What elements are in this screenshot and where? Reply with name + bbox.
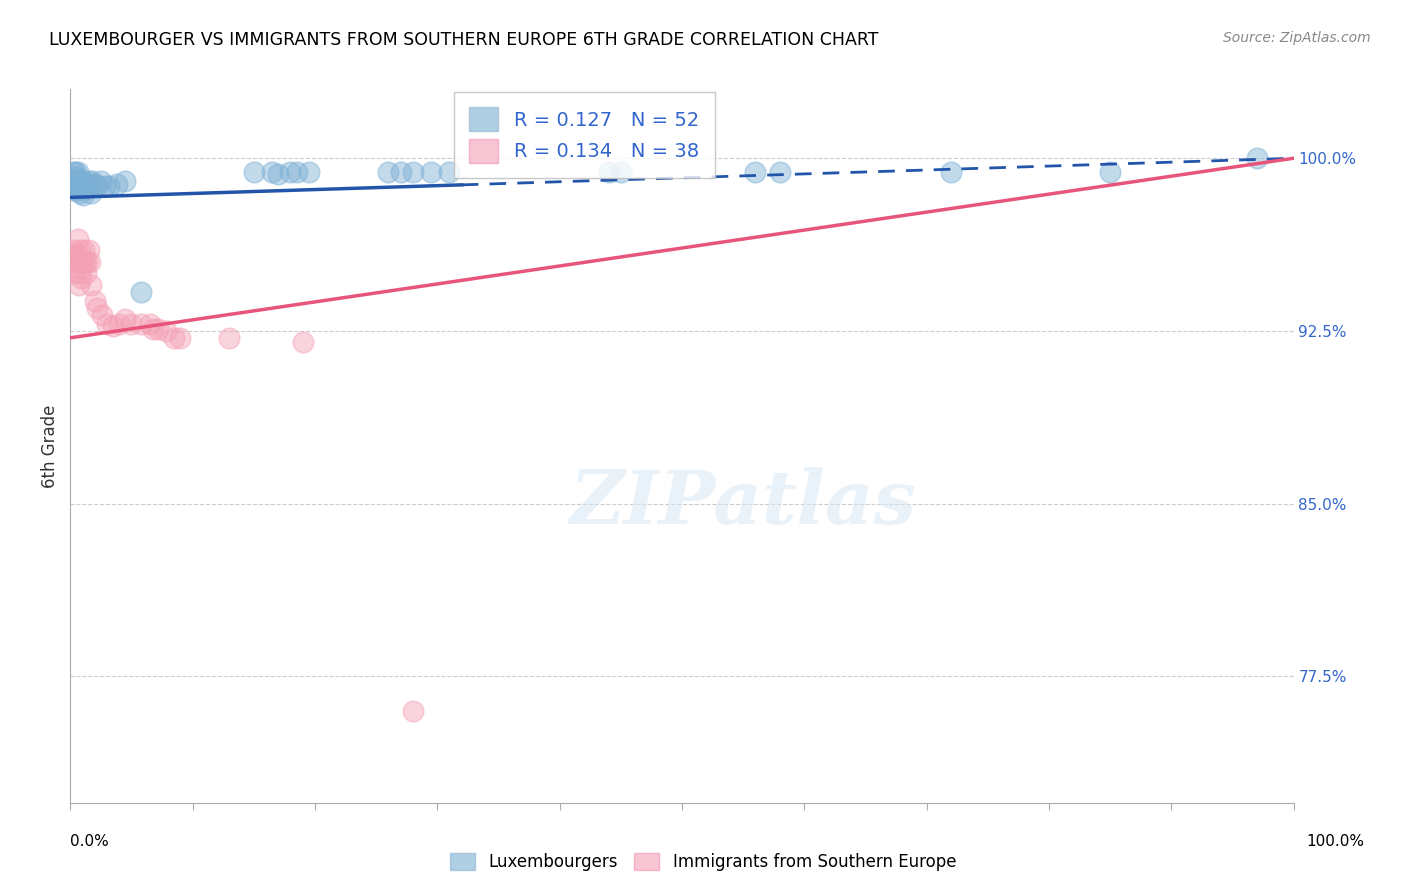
Point bbox=[262, 165, 284, 179]
Point bbox=[77, 244, 100, 258]
Point bbox=[402, 704, 425, 718]
Point bbox=[63, 165, 86, 179]
Point bbox=[63, 174, 86, 188]
Point bbox=[66, 248, 89, 262]
Point bbox=[243, 165, 266, 179]
Point bbox=[129, 285, 152, 299]
Point bbox=[598, 165, 620, 179]
Point bbox=[66, 165, 89, 179]
Point bbox=[63, 174, 86, 188]
Point bbox=[67, 174, 90, 188]
Point bbox=[377, 165, 399, 179]
Point bbox=[75, 266, 97, 280]
Point bbox=[83, 293, 105, 308]
Point bbox=[218, 331, 240, 345]
Point bbox=[69, 255, 91, 269]
Point bbox=[80, 186, 103, 200]
Point bbox=[148, 321, 170, 335]
Point bbox=[280, 165, 302, 179]
Point bbox=[82, 174, 104, 188]
Point bbox=[439, 165, 461, 179]
Point bbox=[67, 266, 90, 280]
Point bbox=[402, 165, 425, 179]
Point bbox=[76, 177, 98, 191]
Point bbox=[744, 165, 766, 179]
Point bbox=[939, 165, 962, 179]
Point bbox=[77, 174, 100, 188]
Point bbox=[72, 174, 94, 188]
Point bbox=[93, 178, 115, 193]
Point bbox=[69, 244, 91, 258]
Point bbox=[73, 178, 96, 193]
Point bbox=[67, 184, 90, 198]
Point bbox=[62, 244, 84, 258]
Point bbox=[72, 255, 94, 269]
Point bbox=[86, 178, 108, 193]
Point bbox=[63, 255, 86, 269]
Point bbox=[72, 188, 94, 202]
Point bbox=[769, 165, 792, 179]
Text: ZIPatlas: ZIPatlas bbox=[569, 467, 917, 540]
Point bbox=[65, 169, 87, 184]
Text: 0.0%: 0.0% bbox=[70, 834, 110, 849]
Point bbox=[267, 167, 290, 181]
Point bbox=[66, 232, 89, 246]
Point bbox=[62, 184, 84, 198]
Point bbox=[90, 174, 112, 188]
Point bbox=[298, 165, 321, 179]
Point bbox=[75, 181, 97, 195]
Point bbox=[105, 177, 128, 191]
Point bbox=[121, 317, 143, 331]
Point bbox=[63, 165, 86, 179]
Point bbox=[389, 165, 412, 179]
Point bbox=[114, 174, 136, 188]
Text: 100.0%: 100.0% bbox=[1306, 834, 1364, 849]
Point bbox=[62, 174, 84, 188]
Point bbox=[420, 165, 443, 179]
Point bbox=[91, 308, 114, 322]
Point bbox=[63, 266, 86, 280]
Point bbox=[69, 186, 91, 200]
Point bbox=[63, 248, 86, 262]
Point bbox=[86, 301, 108, 315]
Point bbox=[83, 177, 105, 191]
Legend: Luxembourgers, Immigrants from Southern Europe: Luxembourgers, Immigrants from Southern … bbox=[441, 845, 965, 880]
Point bbox=[291, 335, 314, 350]
Point bbox=[80, 277, 103, 292]
Point bbox=[73, 181, 96, 195]
Point bbox=[285, 165, 308, 179]
Point bbox=[610, 165, 633, 179]
Point bbox=[129, 317, 152, 331]
Point bbox=[101, 319, 124, 334]
Point bbox=[108, 317, 131, 331]
Legend: R = 0.127   N = 52, R = 0.134   N = 38: R = 0.127 N = 52, R = 0.134 N = 38 bbox=[454, 92, 714, 178]
Point bbox=[98, 178, 121, 193]
Point bbox=[155, 324, 177, 338]
Point bbox=[169, 331, 191, 345]
Text: Source: ZipAtlas.com: Source: ZipAtlas.com bbox=[1223, 31, 1371, 45]
Point bbox=[1099, 165, 1122, 179]
Point bbox=[96, 317, 118, 331]
Point bbox=[79, 178, 101, 193]
Point bbox=[163, 331, 186, 345]
Point bbox=[73, 255, 96, 269]
Point bbox=[76, 255, 98, 269]
Point bbox=[73, 244, 96, 258]
Point bbox=[65, 181, 87, 195]
Y-axis label: 6th Grade: 6th Grade bbox=[41, 404, 59, 488]
Point bbox=[65, 255, 87, 269]
Point bbox=[114, 312, 136, 326]
Point bbox=[79, 255, 101, 269]
Point bbox=[142, 321, 165, 335]
Point bbox=[69, 177, 91, 191]
Point bbox=[67, 277, 90, 292]
Point bbox=[66, 172, 89, 186]
Point bbox=[1246, 151, 1268, 165]
Point bbox=[139, 317, 162, 331]
Point bbox=[66, 178, 89, 193]
Point bbox=[70, 271, 93, 285]
Point bbox=[70, 181, 93, 195]
Text: LUXEMBOURGER VS IMMIGRANTS FROM SOUTHERN EUROPE 6TH GRADE CORRELATION CHART: LUXEMBOURGER VS IMMIGRANTS FROM SOUTHERN… bbox=[49, 31, 879, 49]
